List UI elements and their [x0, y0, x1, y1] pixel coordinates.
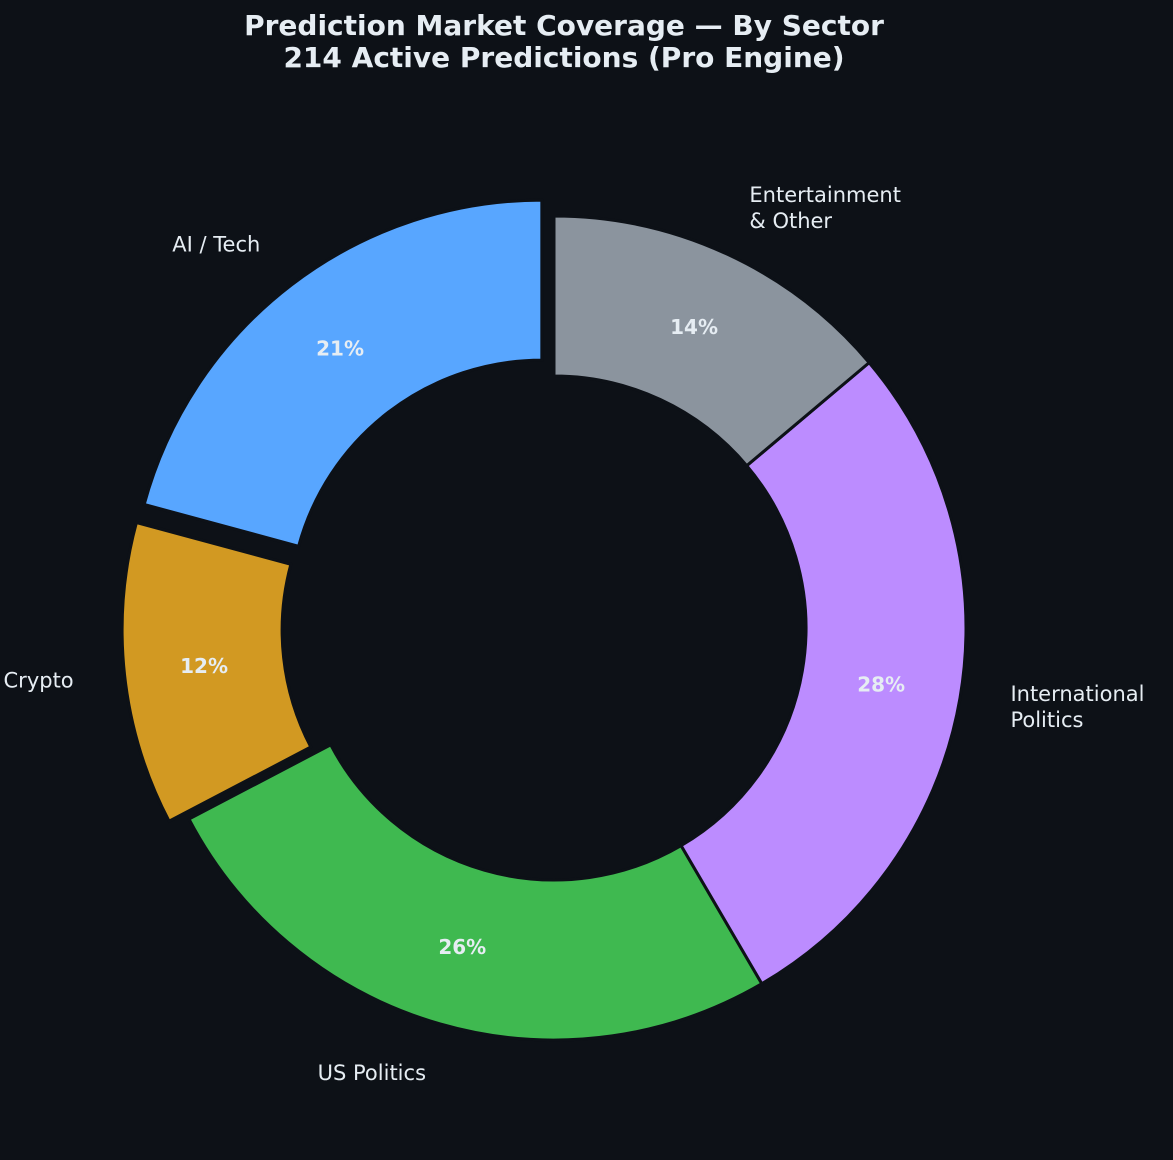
slice-category-label: Entertainment & Other [749, 183, 901, 233]
slice-category-label-line: International [1010, 682, 1144, 706]
donut-slice-4 [552, 214, 872, 468]
slice-category-label: International Politics [1010, 682, 1144, 732]
chart-title: Prediction Market Coverage — By Sector 2… [0, 10, 1128, 74]
slice-category-label-line: & Other [749, 209, 832, 233]
slice-category-label-line: Politics [1010, 708, 1083, 732]
donut-slice-3 [679, 360, 968, 986]
slice-percent-label: 26% [438, 935, 486, 959]
donut-slice-1 [120, 520, 313, 824]
chart-subtitle-line: 214 Active Predictions (Pro Engine) [283, 41, 845, 74]
slice-percent-label: 12% [180, 654, 228, 678]
labels-layer: 21% AI / Tech 12% Crypto 26% US Politics 28% In… [4, 183, 1145, 1085]
slice-category-label-line: US Politics [318, 1061, 426, 1085]
slice-category-label-line: Entertainment [749, 183, 901, 207]
chart-title-line: Prediction Market Coverage — By Sector [244, 9, 884, 42]
slice-category-label: AI / Tech [172, 232, 260, 256]
slice-category-label-line: AI / Tech [172, 232, 260, 256]
slice-percent-label: 28% [857, 673, 905, 697]
slice-category-label-line: Crypto [4, 669, 74, 693]
donut-slice-2 [186, 742, 764, 1042]
slice-percent-label: 14% [670, 315, 718, 339]
slice-category-label: US Politics [318, 1061, 426, 1085]
slice-category-label: Crypto [4, 669, 74, 693]
slices-layer [120, 198, 968, 1042]
donut-slice-0 [142, 198, 544, 549]
slice-percent-label: 21% [316, 336, 364, 360]
